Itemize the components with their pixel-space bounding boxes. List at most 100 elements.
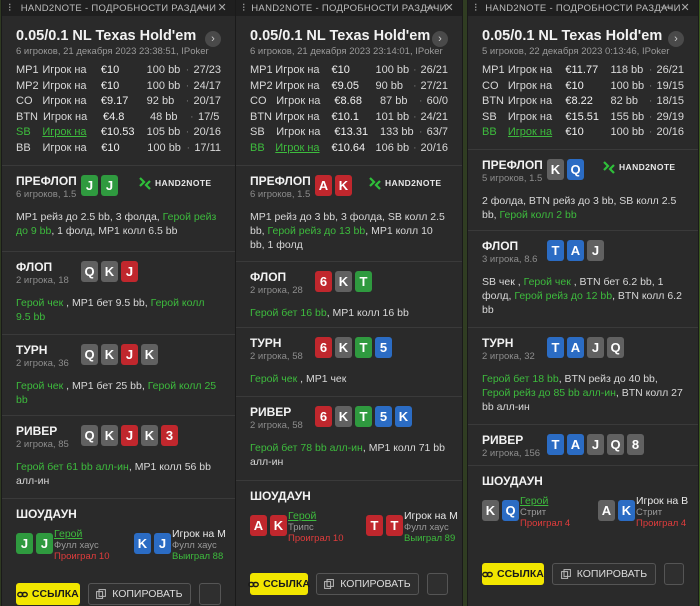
player-name[interactable]: Игрок на bbox=[42, 141, 87, 154]
showdown-player-name[interactable]: Герой bbox=[54, 528, 83, 540]
seat-row[interactable]: CO Игрок на €9.17 92 bb · 20/17 bbox=[16, 94, 221, 110]
seat-row[interactable]: BB Игрок на €10.64 106 bb · 20/16 bbox=[250, 141, 448, 157]
stack-amount: €13.31 bbox=[334, 126, 369, 139]
action-text: , BTN колл 6.2 bb bbox=[482, 289, 682, 316]
player-name[interactable]: Игрок на bbox=[507, 126, 553, 139]
seat-row[interactable]: BTN Игрок на €10.1 101 bb · 24/21 bbox=[250, 110, 448, 126]
playing-card: K bbox=[335, 174, 352, 196]
player-name[interactable]: Игрок на bbox=[42, 95, 87, 108]
stack-bb: 155 bb bbox=[610, 110, 645, 123]
seat-row[interactable]: BB Игрок на €10 100 bb · 17/11 bbox=[16, 141, 221, 157]
seat-row[interactable]: CO Игрок на €10 100 bb · 19/15 bbox=[482, 79, 684, 95]
showdown-hand: Фулл хаус bbox=[172, 539, 217, 551]
close-icon[interactable]: ✕ bbox=[444, 2, 454, 14]
player-name[interactable]: Игрок на bbox=[42, 126, 87, 139]
showdown-player-name[interactable]: Игрок на В bbox=[636, 495, 689, 507]
title-bar[interactable]: ⁝ HAND2NOTE - ПОДРОБНОСТИ РАЗДАЧИ — ✕ bbox=[2, 0, 235, 16]
showdown-player-name[interactable]: Игрок на M bbox=[404, 510, 458, 522]
playing-card: K bbox=[101, 343, 118, 365]
copy-button[interactable]: КОПИРОВАТЬ bbox=[551, 563, 657, 585]
street-actions: Герой бет 78 bb алл-ин, MP1 колл 71 bb а… bbox=[250, 441, 448, 469]
street-name: ТУРН bbox=[250, 335, 282, 350]
vpip-pfr: 27/23 bbox=[193, 64, 221, 76]
seat-row[interactable]: SB Игрок на €15.51 155 bb · 29/19 bbox=[482, 110, 684, 126]
menu-icon[interactable]: ⁝ bbox=[242, 2, 246, 14]
copy-button[interactable]: КОПИРОВАТЬ bbox=[87, 583, 192, 605]
more-button[interactable] bbox=[426, 573, 448, 595]
seat-row[interactable]: CO Игрок на €8.68 87 bb · 60/0 bbox=[250, 94, 448, 110]
separator: · bbox=[185, 126, 190, 139]
hero-action: Герой чек bbox=[16, 296, 64, 309]
seat-row[interactable]: SB Игрок на €13.31 133 bb · 63/7 bbox=[250, 125, 448, 141]
player-name[interactable]: Игрок на bbox=[276, 95, 321, 108]
hand-details-window-1: ⁝ HAND2NOTE - ПОДРОБНОСТИ РАЗДАЧИ — ✕ 0.… bbox=[1, 0, 236, 606]
chevron-right-icon[interactable]: › bbox=[668, 31, 684, 47]
stack-bb: 118 bb bbox=[610, 64, 644, 76]
seat-row[interactable]: MP1 Игрок на €10 100 bb · 26/21 bbox=[250, 63, 448, 79]
seat-row[interactable]: BTN Игрок на €8.22 82 bb · 18/15 bbox=[482, 94, 684, 110]
player-name[interactable]: Игрок на bbox=[507, 110, 553, 123]
stack-amount: €8.22 bbox=[565, 95, 593, 108]
player-name[interactable]: Игрок на bbox=[42, 79, 87, 92]
seat-row[interactable]: MP1 Игрок на €11.77 118 bb · 26/21 bbox=[482, 63, 684, 79]
player-name[interactable]: Игрок на bbox=[276, 126, 321, 139]
minimize-icon[interactable]: — bbox=[660, 1, 672, 13]
separator: · bbox=[648, 64, 653, 76]
copy-button[interactable]: КОПИРОВАТЬ bbox=[316, 573, 419, 595]
title-bar[interactable]: ⁝ HAND2NOTE - ПОДРОБНОСТИ РАЗДАЧИ — ✕ bbox=[468, 0, 698, 16]
player-name[interactable]: Игрок на bbox=[275, 79, 320, 92]
player-name[interactable]: Игрок на bbox=[43, 110, 88, 123]
more-button[interactable] bbox=[199, 583, 221, 605]
hero-action: Герой чек bbox=[16, 379, 64, 392]
seat-row[interactable]: MP1 Игрок на €10 100 bb · 27/23 bbox=[16, 63, 221, 79]
player-name[interactable]: Игрок на bbox=[507, 79, 553, 92]
showdown-player-name[interactable]: Игрок на M bbox=[172, 528, 226, 540]
player-name[interactable]: Игрок на bbox=[42, 64, 87, 76]
copy-label: КОПИРОВАТЬ bbox=[576, 568, 648, 580]
stack-bb: 92 bb bbox=[146, 95, 175, 108]
vpip-pfr: 20/16 bbox=[193, 126, 221, 139]
player-name[interactable]: Игрок на bbox=[275, 64, 320, 76]
player-name[interactable]: Игрок на bbox=[507, 64, 553, 76]
playing-card: 5 bbox=[375, 336, 392, 358]
minimize-icon[interactable]: — bbox=[424, 1, 436, 13]
seat-row[interactable]: BB Игрок на €10 100 bb · 20/16 bbox=[482, 125, 684, 141]
action-text: , 1 фолд, MP1 колл 6.5 bb bbox=[51, 224, 178, 237]
street-flop: ФЛОП 3 игрока, 8.6 T A J SB чек , Герой чек ,… bbox=[468, 229, 698, 327]
showdown-hand: Стрит bbox=[520, 506, 547, 518]
vpip-pfr: 20/16 bbox=[420, 141, 449, 154]
seat-row[interactable]: BTN Игрок на €4.8 48 bb · 17/5 bbox=[16, 110, 221, 126]
playing-card: T bbox=[547, 433, 564, 455]
vpip-pfr: 17/11 bbox=[194, 141, 222, 154]
close-icon[interactable]: ✕ bbox=[680, 2, 690, 14]
title-bar[interactable]: ⁝ HAND2NOTE - ПОДРОБНОСТИ РАЗДАЧИ — ✕ bbox=[236, 0, 462, 16]
chevron-right-icon[interactable]: › bbox=[205, 31, 221, 47]
player-name[interactable]: Игрок на bbox=[275, 110, 320, 123]
link-button[interactable]: ССЫЛКА bbox=[16, 583, 80, 605]
street-actions: 2 фолда, BTN рейз до 3 bb, SB колл 2.5 b… bbox=[482, 194, 684, 222]
showdown-player-name[interactable]: Герой bbox=[288, 510, 317, 522]
playing-card: K bbox=[335, 405, 352, 427]
link-button[interactable]: ССЫЛКА bbox=[482, 563, 544, 585]
street-name: ПРЕФЛОП bbox=[250, 173, 311, 188]
chevron-right-icon[interactable]: › bbox=[432, 31, 448, 47]
menu-icon[interactable]: ⁝ bbox=[8, 2, 12, 14]
link-button[interactable]: ССЫЛКА bbox=[248, 573, 310, 595]
street-name: РИВЕР bbox=[482, 432, 524, 447]
player-name[interactable]: Игрок на bbox=[275, 141, 320, 154]
hero-action: Герой рейз до 9 bb bbox=[16, 210, 217, 237]
seat-row[interactable]: SB Игрок на €10.53 105 bb · 20/16 bbox=[16, 125, 221, 141]
link-icon bbox=[17, 590, 28, 599]
action-text: , BTN колл 27 bb алл-ин bbox=[482, 386, 683, 413]
menu-icon[interactable]: ⁝ bbox=[474, 2, 478, 14]
showdown-player-name[interactable]: Герой bbox=[520, 495, 549, 507]
streets: ПРЕФЛОП 5 игроков, 1.5 K Q HAND2NOTE 2 фолда,… bbox=[468, 148, 698, 532]
more-button[interactable] bbox=[664, 563, 684, 585]
showdown-info: Герой Стрит Проиграл 4 bbox=[520, 496, 592, 529]
seat-row[interactable]: MP2 Игрок на €9.05 90 bb · 27/21 bbox=[250, 79, 448, 95]
showdown-hand: Фулл хаус bbox=[54, 539, 99, 551]
player-name[interactable]: Игрок на bbox=[507, 95, 553, 108]
close-icon[interactable]: ✕ bbox=[217, 2, 227, 14]
minimize-icon[interactable]: — bbox=[197, 1, 209, 13]
seat-row[interactable]: MP2 Игрок на €10 100 bb · 24/17 bbox=[16, 79, 221, 95]
